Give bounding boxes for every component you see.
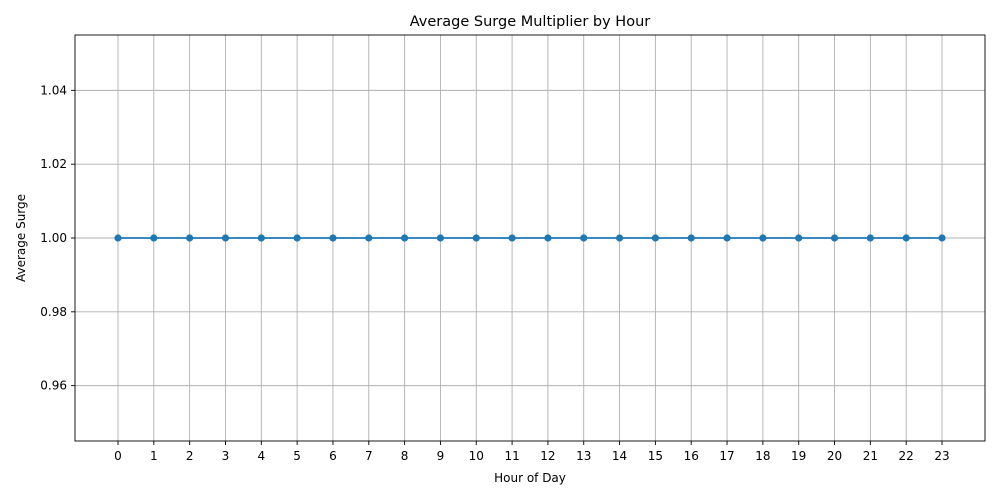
x-tick-label: 13: [576, 449, 591, 463]
data-point: [651, 234, 659, 242]
data-point: [329, 234, 337, 242]
data-point: [472, 234, 480, 242]
data-point: [723, 234, 731, 242]
data-point: [365, 234, 373, 242]
x-tick-label: 14: [612, 449, 627, 463]
data-point: [938, 234, 946, 242]
x-tick-label: 19: [791, 449, 806, 463]
x-tick-label: 8: [401, 449, 409, 463]
x-tick-label: 3: [222, 449, 230, 463]
y-tick-label: 0.98: [40, 305, 67, 319]
data-point: [257, 234, 265, 242]
data-point: [580, 234, 588, 242]
x-tick-label: 1: [150, 449, 158, 463]
y-tick-label: 1.00: [40, 231, 67, 245]
data-point: [544, 234, 552, 242]
data-point: [902, 234, 910, 242]
data-point: [830, 234, 839, 242]
x-tick-label: 23: [934, 449, 949, 463]
tick-labels: 0 1 2 3 4 5 6 7 8 9 10 11 12 13 14 15 16 17 18 19 20 21 22 230.…: [40, 83, 949, 463]
x-tick-label: 0: [114, 449, 122, 463]
x-tick-label: 21: [863, 449, 878, 463]
x-tick-label: 17: [719, 449, 734, 463]
y-tick-label: 1.02: [40, 157, 67, 171]
data-point: [221, 234, 230, 242]
x-tick-label: 7: [365, 449, 373, 463]
data-point: [114, 234, 122, 242]
data-point: [866, 234, 874, 242]
data-point: [615, 234, 624, 242]
data-point: [186, 234, 194, 242]
x-tick-label: 11: [504, 449, 519, 463]
data-point: [436, 234, 445, 242]
x-tick-label: 22: [899, 449, 914, 463]
x-tick-label: 10: [469, 449, 484, 463]
x-tick-label: 12: [540, 449, 555, 463]
data-point: [401, 234, 409, 242]
x-tick-label: 9: [437, 449, 445, 463]
data-point: [795, 234, 803, 242]
x-tick-label: 2: [186, 449, 194, 463]
x-tick-label: 6: [329, 449, 337, 463]
x-tick-label: 4: [257, 449, 265, 463]
x-tick-label: 16: [684, 449, 699, 463]
y-tick-label: 0.96: [40, 379, 67, 393]
x-tick-label: 20: [827, 449, 842, 463]
series-layer: [114, 234, 946, 242]
plot-frame: [74, 34, 986, 442]
data-point: [759, 234, 767, 242]
chart-title: Average Surge Multiplier by Hour: [410, 14, 651, 30]
x-tick-label: 18: [755, 449, 770, 463]
data-point: [150, 234, 158, 242]
axes: [71, 34, 986, 445]
x-tick-label: 15: [648, 449, 663, 463]
x-axis-label: Hour of Day: [494, 471, 566, 485]
data-point: [508, 234, 516, 242]
data-point: [293, 234, 301, 242]
x-tick-label: 5: [293, 449, 301, 463]
y-axis-label: Average Surge: [14, 194, 28, 282]
data-point: [687, 234, 695, 242]
y-tick-label: 1.04: [40, 83, 67, 97]
